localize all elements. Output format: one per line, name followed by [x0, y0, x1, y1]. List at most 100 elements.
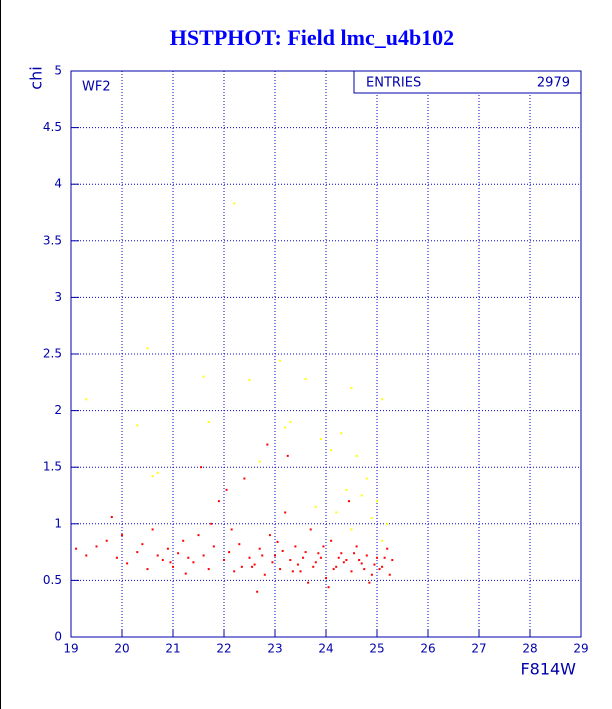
point	[233, 202, 236, 205]
x-tick-label: 24	[318, 642, 333, 656]
point	[223, 559, 225, 562]
point	[121, 534, 123, 537]
point	[286, 454, 289, 457]
point	[115, 556, 118, 559]
point	[271, 561, 274, 564]
point	[151, 475, 154, 478]
y-tick-label: 2	[54, 403, 62, 417]
point	[332, 568, 335, 571]
point	[284, 511, 287, 514]
point	[289, 559, 292, 562]
point	[350, 570, 353, 573]
point	[228, 551, 231, 554]
point	[281, 549, 284, 552]
point	[251, 565, 254, 568]
point	[238, 543, 241, 546]
point	[268, 534, 271, 537]
point	[136, 424, 139, 427]
point	[146, 568, 149, 571]
point	[309, 528, 312, 531]
point	[368, 581, 371, 584]
point	[261, 554, 264, 557]
point	[325, 577, 327, 580]
point	[319, 556, 322, 559]
point	[386, 522, 389, 525]
x-tick-label: 25	[369, 642, 384, 656]
point	[381, 539, 384, 542]
point	[391, 559, 394, 562]
y-tick-label: 4.5	[43, 120, 62, 134]
point	[197, 534, 200, 537]
y-tick-label: 3	[54, 290, 62, 304]
point	[95, 545, 98, 548]
point	[136, 551, 139, 554]
point	[141, 543, 144, 546]
point	[340, 552, 343, 555]
point	[126, 562, 129, 565]
point	[243, 477, 246, 480]
point	[256, 590, 259, 593]
point	[217, 500, 220, 503]
point	[317, 552, 320, 555]
point	[376, 556, 378, 559]
stats-label: ENTRIES	[366, 76, 421, 91]
point	[166, 547, 169, 550]
point	[350, 386, 353, 389]
point	[358, 559, 361, 562]
y-tick-label: 0	[54, 630, 62, 644]
point	[355, 454, 358, 457]
x-tick-label: 29	[573, 642, 588, 656]
point	[248, 379, 251, 382]
point	[340, 432, 343, 435]
point	[156, 554, 159, 557]
point	[192, 561, 195, 564]
point	[202, 554, 205, 557]
stats-value: 2979	[537, 76, 570, 91]
point	[370, 573, 373, 576]
point	[350, 528, 353, 531]
point	[307, 581, 310, 584]
y-tick-label: 1	[54, 516, 62, 530]
point	[85, 554, 88, 557]
point	[304, 551, 307, 554]
point	[172, 565, 174, 568]
point	[184, 572, 187, 575]
point	[363, 568, 366, 571]
x-tick-label: 26	[420, 642, 435, 656]
y-tick-label: 0.5	[43, 573, 62, 587]
point	[230, 528, 233, 531]
point	[233, 570, 236, 573]
point	[225, 488, 228, 491]
point	[330, 449, 333, 452]
point	[75, 547, 78, 550]
x-tick-label: 22	[216, 642, 231, 656]
y-tick-label: 5	[54, 64, 62, 78]
point	[335, 565, 338, 568]
point	[314, 561, 317, 564]
point	[327, 586, 330, 589]
stats-box	[353, 70, 582, 94]
x-tick-label: 28	[522, 642, 537, 656]
point	[258, 547, 261, 550]
point	[345, 488, 348, 491]
point	[381, 565, 384, 568]
point	[347, 500, 350, 503]
point	[263, 573, 266, 576]
point	[177, 552, 180, 555]
point	[330, 539, 333, 542]
point	[296, 563, 299, 566]
point	[319, 437, 322, 440]
point	[169, 561, 172, 564]
point	[373, 563, 376, 566]
point	[156, 471, 159, 474]
point	[161, 559, 164, 562]
point	[378, 568, 381, 571]
y-tick-label: 2.5	[43, 347, 62, 361]
point	[294, 545, 297, 548]
point	[337, 556, 340, 559]
point	[381, 398, 384, 401]
point	[360, 562, 363, 565]
point	[207, 568, 210, 571]
point	[85, 398, 88, 401]
